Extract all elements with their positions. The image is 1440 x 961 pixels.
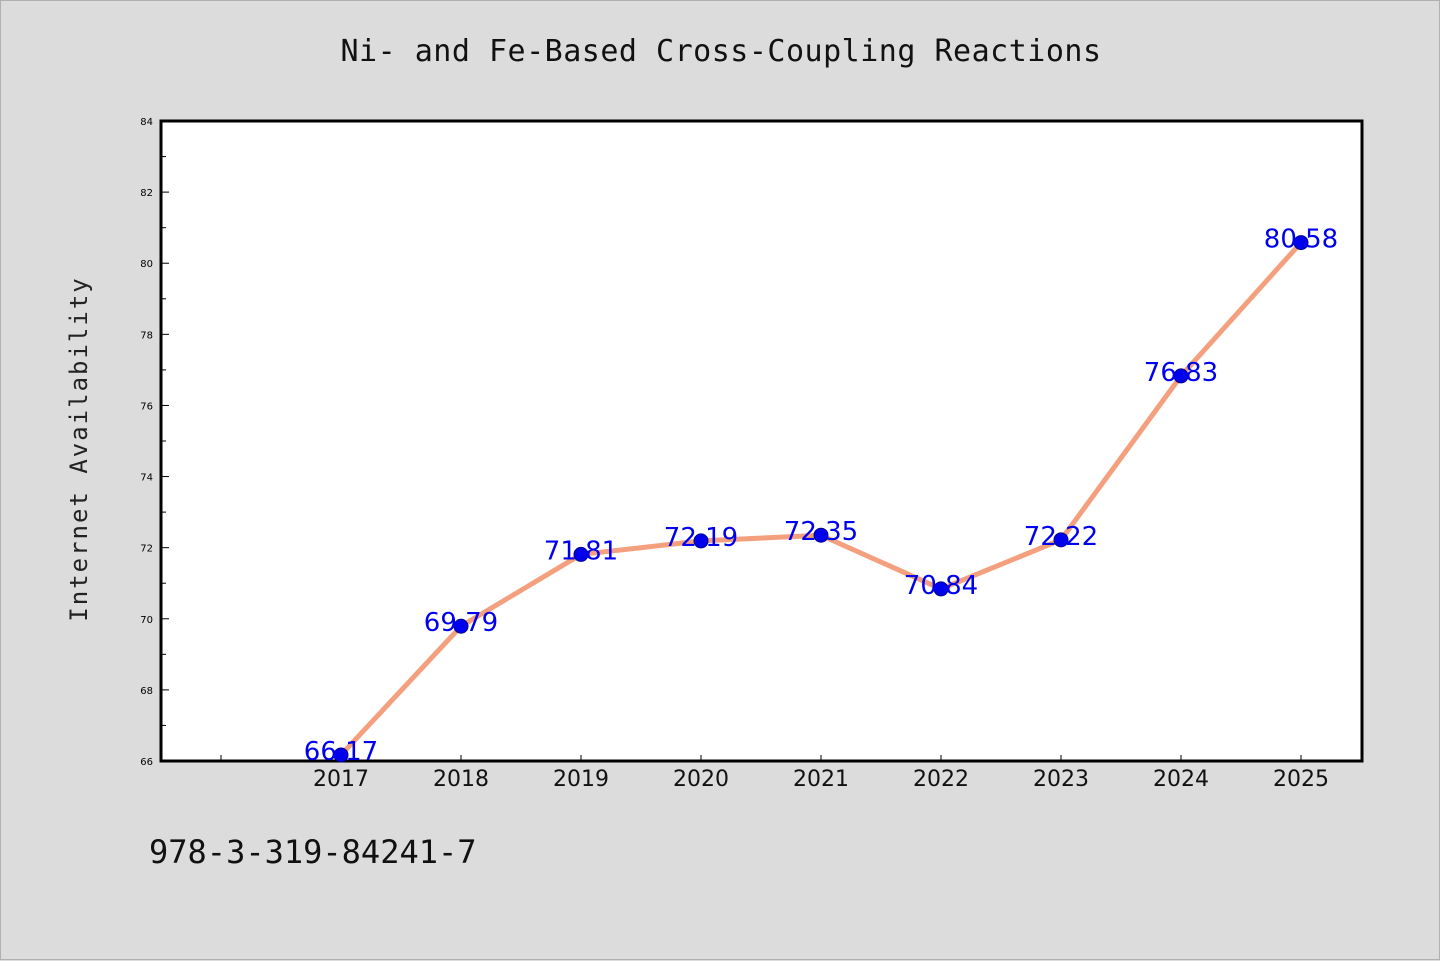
data-label: 69.79 [424, 608, 498, 638]
y-tick-label: 76 [140, 401, 153, 412]
y-axis-label: Internet Availability [65, 276, 93, 621]
data-label: 71.81 [544, 536, 618, 566]
y-tick-label: 66 [140, 757, 153, 768]
x-tick-label: 2024 [1153, 767, 1209, 792]
y-tick-label: 70 [140, 615, 153, 626]
y-tick-label: 72 [140, 544, 153, 555]
x-tick-label: 2019 [553, 767, 609, 792]
data-markers [333, 235, 1309, 763]
data-label: 72.19 [664, 523, 738, 553]
y-tick-label: 82 [140, 188, 153, 199]
data-label: 72.35 [784, 517, 858, 547]
x-tick-label: 2025 [1273, 767, 1329, 792]
plot-area [159, 119, 1364, 763]
y-axis: 66 68 70 72 74 76 78 80 82 84 [140, 117, 169, 768]
data-label: 66.17 [304, 737, 378, 767]
data-label: 76.83 [1144, 358, 1218, 388]
data-labels: 66.17 69.79 71.81 72.19 72.35 70.84 72.22 76.83… [304, 225, 1338, 767]
data-point [693, 533, 709, 549]
data-point [333, 747, 349, 763]
chart-title: Ni- and Fe-Based Cross-Coupling Reaction… [340, 34, 1102, 69]
y-tick-label: 78 [140, 330, 153, 341]
data-point [1293, 235, 1309, 251]
data-point [813, 527, 829, 543]
y-tick-label: 84 [140, 117, 153, 128]
x-tick-label: 2020 [673, 767, 729, 792]
x-tick-label: 2018 [433, 767, 489, 792]
x-tick-label: 2017 [313, 767, 369, 792]
x-tick-label: 2021 [793, 767, 849, 792]
data-label: 72.22 [1024, 522, 1098, 552]
data-point [933, 581, 949, 597]
data-point [573, 546, 589, 562]
data-label: 70.84 [904, 571, 978, 601]
data-point [453, 618, 469, 634]
data-point [1173, 368, 1189, 384]
footer-code: 978-3-319-84241-7 [149, 833, 477, 871]
y-tick-label: 68 [140, 686, 153, 697]
x-axis: 2017 2018 2019 2020 2021 2022 2023 2024 2025 [220, 755, 1329, 792]
x-tick-label: 2023 [1033, 767, 1089, 792]
data-point [1053, 532, 1069, 548]
x-tick-label: 2022 [913, 767, 969, 792]
y-tick-label: 74 [140, 473, 153, 484]
y-tick-label: 80 [140, 259, 153, 270]
data-label: 80.58 [1264, 225, 1338, 255]
